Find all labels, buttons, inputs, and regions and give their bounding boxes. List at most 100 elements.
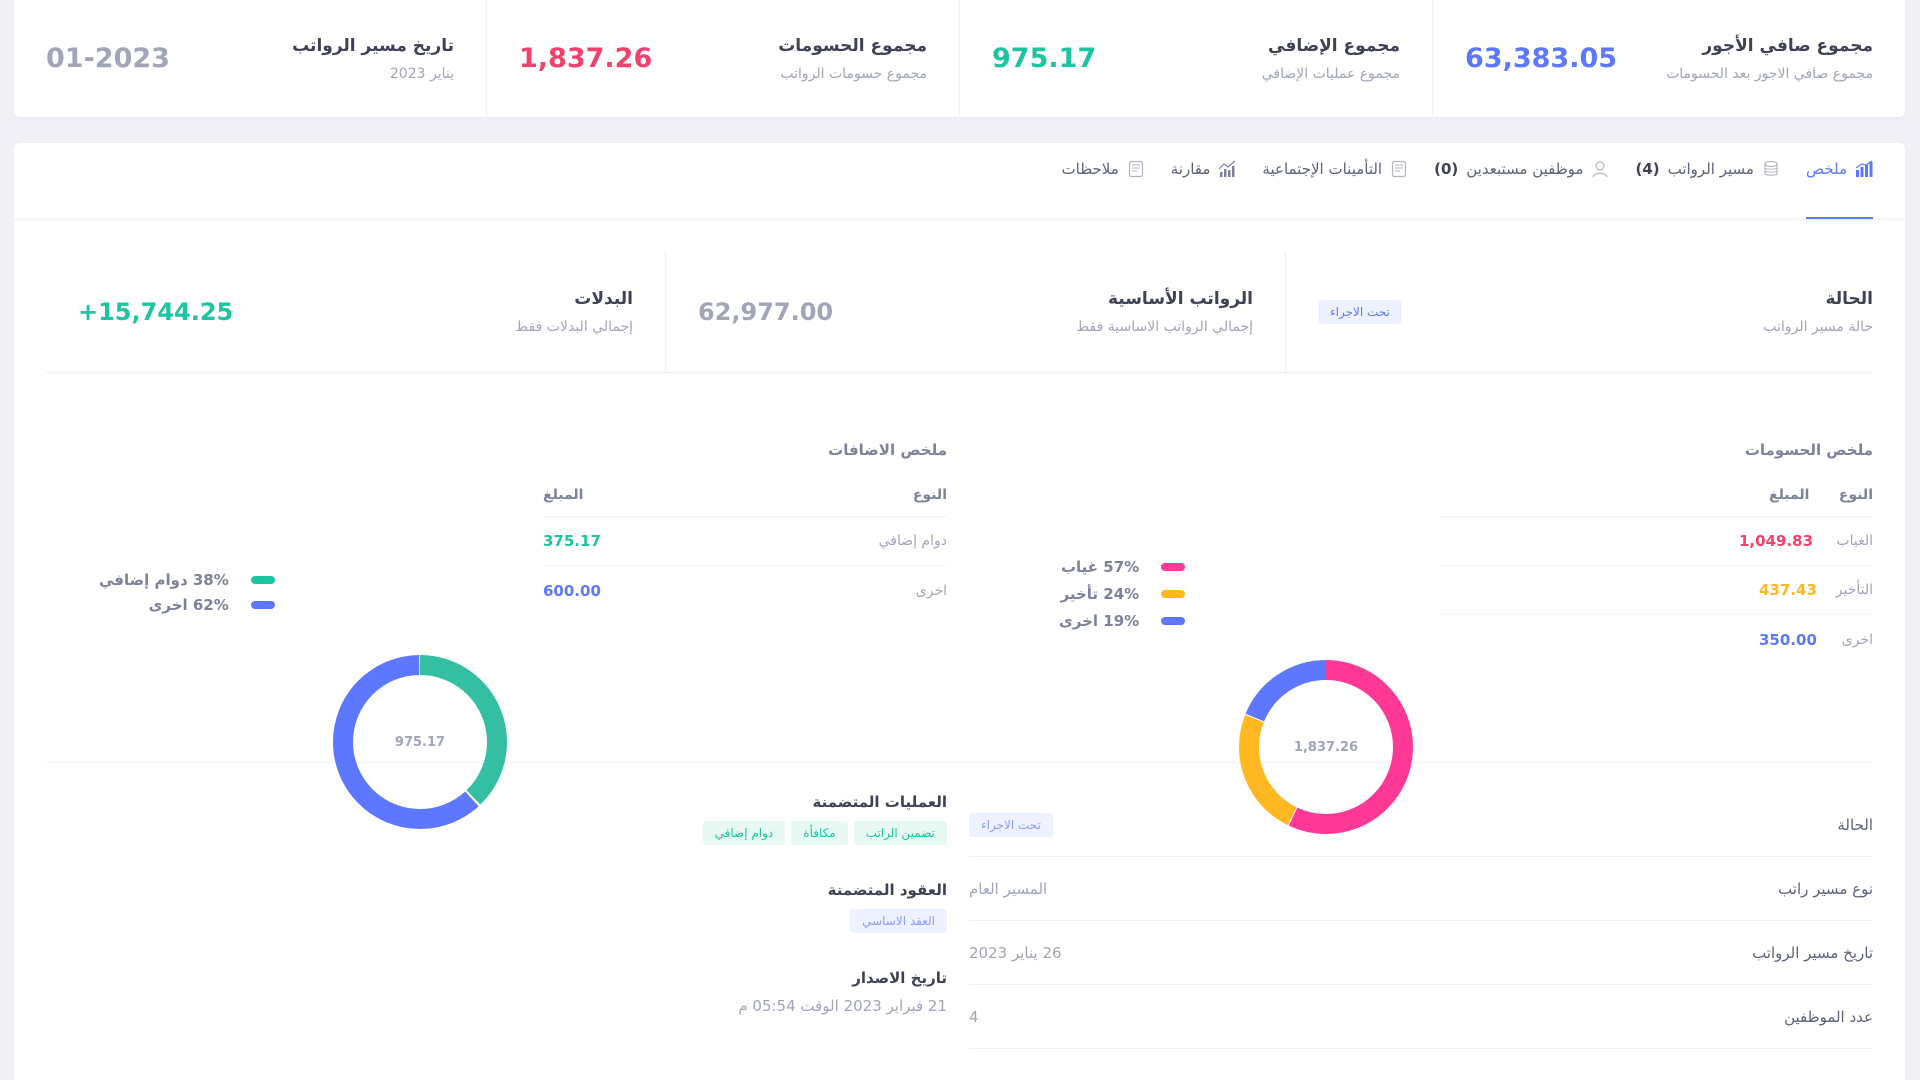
payroll-info-table: الحالة تحت الاجراء نوع مسير راتب المسير …	[969, 793, 1873, 1049]
row-type: اخرى	[915, 582, 947, 599]
tab-excluded-employees[interactable]: موظفين مستبعدين (0)	[1434, 142, 1609, 219]
contract-chip: العقد الاساسي	[850, 909, 947, 933]
tab-label: مقارنة	[1170, 159, 1211, 178]
contracts-chips: العقد الاساسي	[687, 909, 947, 933]
coins-icon	[1764, 160, 1778, 176]
summary-title: البدلات	[574, 288, 633, 309]
tab-label: ملخص	[1805, 159, 1847, 178]
summary-value: 62,977.00	[698, 297, 834, 326]
status-badge: تحت الاجراء	[1318, 299, 1402, 324]
tab-label: موظفين مستبعدين	[1466, 159, 1584, 178]
tab-payroll[interactable]: مسير الرواتب (4)	[1635, 142, 1779, 219]
deductions-section: ملخص الحسومات النوع المبلغ الغياب 1,049.…	[969, 373, 1873, 834]
tab-bar: ملخص مسير الرواتب (4) موظفين مستبعدين (0…	[14, 143, 1905, 220]
operations-chips: تضمين الراتب مكافأة دوام إضافي	[687, 821, 947, 845]
tab-comparison[interactable]: مقارنة	[1171, 142, 1237, 219]
legend-swatch	[250, 575, 275, 584]
donut-svg	[333, 655, 507, 829]
document-icon	[1391, 160, 1407, 177]
table-row: التأخير 437.43	[1439, 566, 1873, 615]
stat-value: 1,837.26	[519, 43, 653, 74]
legend-label: 57% غياب	[1060, 557, 1140, 576]
info-value: 26 يناير 2023	[969, 943, 1062, 962]
info-label: تاريخ مسير الرواتب	[1752, 943, 1873, 962]
tab-count: (4)	[1635, 159, 1660, 178]
table-header: النوع المبلغ	[543, 473, 947, 517]
summary-row: الحالة حالة مسير الرواتب تحت الاجراء الر…	[46, 251, 1873, 373]
contracts-title: العقود المتضمنة	[827, 881, 947, 899]
table-row: اخرى 350.00	[1439, 615, 1873, 664]
col-type: النوع	[912, 486, 947, 503]
stat-subtitle: يناير 2023	[389, 65, 454, 82]
table-row: دوام إضافي 375.17	[543, 517, 947, 566]
row-amount: 437.43	[1759, 581, 1817, 599]
tab-label: ملاحظات	[1061, 159, 1119, 178]
row-type: اخرى	[1841, 631, 1873, 648]
issue-date-title: تاريخ الاصدار	[852, 969, 947, 987]
summary-subtitle: إجمالي الرواتب الاساسية فقط	[1076, 318, 1253, 335]
payroll-side-info: العمليات المتضمنة تضمين الراتب مكافأة دو…	[687, 793, 947, 1015]
col-amount: المبلغ	[543, 486, 584, 503]
legend-label: 62% اخرى	[148, 595, 229, 614]
stat-title: مجموع الحسومات	[778, 35, 927, 56]
donut-center-label: 1,837.26	[1293, 739, 1359, 755]
stat-title: مجموع الإضافي	[1268, 35, 1400, 56]
tab-notes[interactable]: ملاحظات	[1062, 142, 1145, 219]
deductions-table: النوع المبلغ الغياب 1,049.83 التأخير 437…	[1439, 473, 1873, 664]
operation-chip: مكافأة	[791, 821, 848, 845]
legend-item: 24% تأخير	[1059, 580, 1186, 607]
main-card: ملخص مسير الرواتب (4) موظفين مستبعدين (0…	[14, 143, 1905, 1080]
additions-legend: 38% دوام إضافي 62% اخرى	[99, 567, 275, 617]
additions-heading: ملخص الاضافات	[828, 441, 947, 459]
row-amount: 600.00	[543, 581, 601, 600]
stats-card: مجموع صافي الأجور مجموع صافي الاجور بعد …	[14, 0, 1905, 117]
stat-subtitle: مجموع عمليات الإضافي	[1261, 65, 1400, 82]
summary-title: الرواتب الأساسية	[1107, 288, 1253, 309]
additions-section: ملخص الاضافات النوع المبلغ دوام إضافي 37…	[17, 373, 947, 829]
user-icon	[1592, 160, 1609, 177]
stat-subtitle: مجموع حسومات الرواتب	[780, 65, 927, 82]
info-value: 4	[969, 1007, 979, 1026]
info-row-payroll-type: نوع مسير راتب المسير العام	[969, 857, 1873, 921]
tab-summary[interactable]: ملخص	[1805, 142, 1873, 219]
tab-social-insurance[interactable]: التأمينات الإجتماعية	[1262, 142, 1408, 219]
legend-label: 24% تأخير	[1060, 584, 1140, 603]
summary-subtitle: إجمالي البدلات فقط	[515, 318, 633, 335]
summary-status: الحالة حالة مسير الرواتب تحت الاجراء	[1285, 251, 1873, 372]
info-row-employee-count: عدد الموظفين 4	[969, 985, 1873, 1049]
info-label: نوع مسير راتب	[1778, 879, 1873, 898]
row-type: الغياب	[1836, 533, 1873, 549]
stat-payroll-date: تاريخ مسير الرواتب يناير 2023 01-2023	[14, 0, 486, 117]
legend-swatch	[1161, 589, 1186, 598]
info-label: الحالة	[1837, 815, 1873, 834]
charts-row: ملخص الحسومات النوع المبلغ الغياب 1,049.…	[46, 373, 1873, 834]
row-amount: 1,049.83	[1739, 532, 1814, 550]
legend-swatch	[250, 600, 275, 609]
additions-donut-chart: 975.17	[331, 653, 509, 831]
summary-subtitle: حالة مسير الرواتب	[1763, 318, 1873, 335]
summary-allowances: البدلات إجمالي البدلات فقط +15,744.25	[46, 251, 665, 372]
legend-label: 19% اخرى	[1059, 611, 1140, 630]
info-value: المسير العام	[969, 879, 1048, 898]
tab-label: مسير الرواتب	[1667, 159, 1754, 178]
tab-count: (0)	[1434, 159, 1459, 178]
row-type: دوام إضافي	[878, 533, 947, 549]
legend-swatch	[1161, 562, 1186, 571]
summary-title: الحالة	[1825, 288, 1873, 309]
donut-svg	[1239, 660, 1413, 834]
legend-label: 38% دوام إضافي	[99, 570, 229, 589]
row-type: التأخير	[1835, 582, 1873, 598]
info-row-payroll-date: تاريخ مسير الرواتب 26 يناير 2023	[969, 921, 1873, 985]
chart-bar-icon	[1855, 160, 1873, 177]
stat-title: مجموع صافي الأجور	[1702, 35, 1873, 56]
legend-swatch	[1161, 616, 1186, 625]
operations-title: العمليات المتضمنة	[812, 793, 947, 811]
legend-item: 62% اخرى	[99, 592, 275, 617]
operation-chip: دوام إضافي	[702, 821, 786, 845]
summary-basic-salaries: الرواتب الأساسية إجمالي الرواتب الاساسية…	[665, 251, 1285, 372]
stat-title: تاريخ مسير الرواتب	[292, 35, 454, 56]
info-label: عدد الموظفين	[1784, 1007, 1873, 1026]
additions-table: النوع المبلغ دوام إضافي 375.17 اخرى 600.…	[543, 473, 947, 615]
row-amount: 350.00	[1759, 630, 1817, 649]
stat-net-wages: مجموع صافي الأجور مجموع صافي الاجور بعد …	[1432, 0, 1905, 117]
